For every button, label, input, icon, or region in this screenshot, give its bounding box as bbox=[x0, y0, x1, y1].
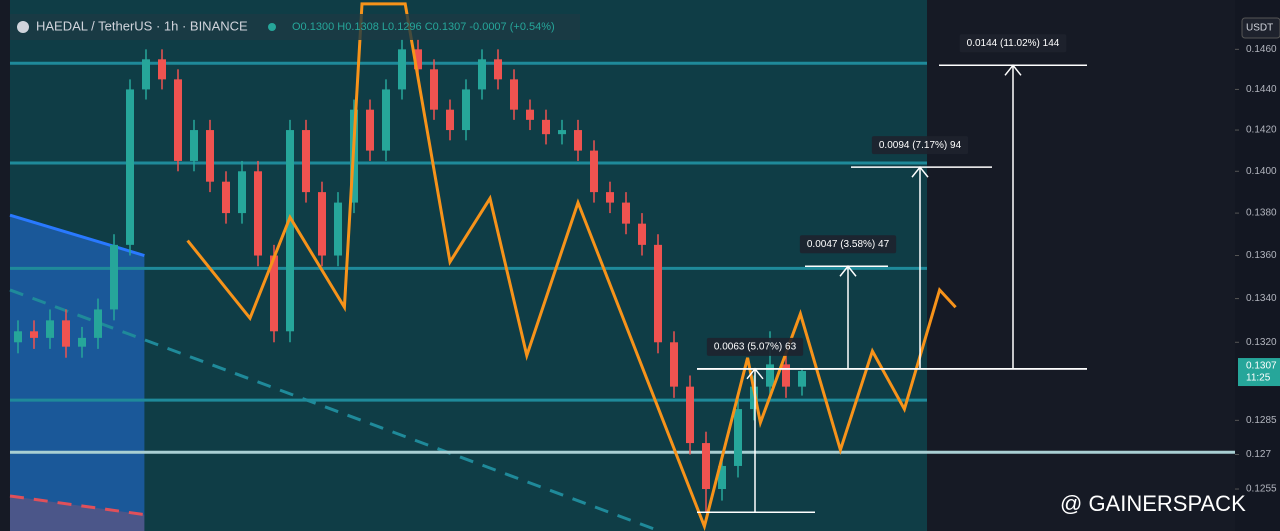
y-tick-label: 0.1360 bbox=[1246, 250, 1277, 261]
y-tick-label: 0.1255 bbox=[1246, 484, 1277, 495]
y-tick-label: 0.1440 bbox=[1246, 84, 1277, 95]
candle-body bbox=[446, 109, 454, 131]
candle-body bbox=[270, 255, 278, 332]
last-price-tag bbox=[1238, 358, 1280, 387]
measure-label: 0.0144 (11.02%) 144 bbox=[967, 38, 1060, 49]
candle-body bbox=[222, 181, 230, 214]
candle-body bbox=[686, 386, 694, 444]
candle-body bbox=[62, 320, 70, 347]
legend-bg bbox=[10, 14, 580, 40]
measure-label-bg bbox=[706, 337, 804, 356]
candle-body bbox=[638, 223, 646, 245]
zone bbox=[10, 0, 927, 531]
measure-label-bg bbox=[959, 34, 1067, 53]
candle-body bbox=[158, 59, 166, 80]
candle-body bbox=[398, 49, 406, 90]
plot: 0.0063 (5.07%) 63 0.0047 (3.58%) 47 0.0094… bbox=[9, 2, 1235, 531]
y-tick-label: 0.1285 bbox=[1246, 415, 1277, 426]
measure-label: 0.0063 (5.07%) 63 bbox=[714, 341, 797, 352]
y-tick-label: 0.1380 bbox=[1246, 208, 1277, 219]
candle-body bbox=[142, 59, 150, 90]
candle-body bbox=[30, 331, 38, 338]
candle-body bbox=[302, 130, 310, 193]
candle-body bbox=[382, 89, 390, 151]
candle-body bbox=[430, 69, 438, 110]
trendline bbox=[9, 213, 145, 257]
candle-body bbox=[110, 244, 118, 310]
measure-label: 0.0094 (7.17%) 94 bbox=[879, 140, 962, 151]
trend-zone bbox=[10, 495, 145, 531]
projection-line bbox=[186, 2, 957, 531]
candle-body bbox=[558, 130, 566, 135]
y-tick-label: 0.1400 bbox=[1246, 166, 1277, 177]
y-tick-label: 0.1460 bbox=[1246, 44, 1277, 55]
candle-body bbox=[94, 309, 102, 338]
candle-body bbox=[174, 79, 182, 161]
candle-body bbox=[606, 192, 614, 203]
candle-body bbox=[462, 89, 470, 131]
symbol: HAEDAL / TetherUS · 1h · BINANCE bbox=[36, 18, 248, 33]
trend-zone bbox=[10, 215, 145, 531]
candle-body bbox=[46, 320, 54, 338]
candle-body bbox=[654, 244, 662, 343]
y-tick-label: 0.127 bbox=[1246, 449, 1271, 460]
candle-body bbox=[782, 364, 790, 387]
candle-body bbox=[766, 364, 774, 387]
candle-body bbox=[798, 371, 806, 387]
y-tick-label: 0.1420 bbox=[1246, 125, 1277, 136]
candle-body bbox=[478, 59, 486, 90]
candle-body bbox=[670, 342, 678, 387]
measure-label: 0.0047 (3.58%) 47 bbox=[807, 239, 890, 250]
candle-body bbox=[734, 409, 742, 466]
trendline bbox=[9, 288, 661, 531]
candle-body bbox=[702, 443, 710, 490]
symbol-icon bbox=[17, 21, 29, 33]
candle-body bbox=[334, 202, 342, 256]
candle-body bbox=[318, 192, 326, 256]
ohlc: O0.1300 H0.1308 L0.1296 C0.1307 -0.0007 … bbox=[292, 21, 555, 33]
measure-label-bg bbox=[799, 235, 897, 254]
candle-body bbox=[126, 89, 134, 245]
watermark: @ GAINERSPACK bbox=[1060, 491, 1246, 516]
last-price: 0.1307 bbox=[1246, 361, 1277, 372]
candle-body bbox=[254, 171, 262, 256]
candle-body bbox=[366, 109, 374, 151]
candle-body bbox=[526, 109, 534, 120]
candle-body bbox=[238, 171, 246, 214]
candle-body bbox=[718, 465, 726, 490]
currency: USDT bbox=[1246, 23, 1273, 34]
candle-body bbox=[622, 202, 630, 224]
candle-body bbox=[414, 49, 422, 70]
candle-body bbox=[510, 79, 518, 110]
status-dot bbox=[268, 23, 276, 31]
candle-body bbox=[590, 150, 598, 193]
price-axis bbox=[1235, 0, 1280, 531]
currency-box[interactable] bbox=[1241, 17, 1280, 39]
candle-body bbox=[542, 119, 550, 135]
measure-label-bg bbox=[871, 136, 969, 155]
candle-body bbox=[14, 331, 22, 343]
y-tick-label: 0.1320 bbox=[1246, 337, 1277, 348]
candle-body bbox=[78, 337, 86, 347]
candle-body bbox=[286, 130, 294, 332]
y-tick-label: 0.1340 bbox=[1246, 293, 1277, 304]
candle-body bbox=[574, 130, 582, 151]
candle-body bbox=[190, 130, 198, 161]
arrowhead bbox=[839, 265, 857, 277]
candle-body bbox=[494, 59, 502, 80]
axis: 0.1460 0.1440 0.1420 0.1400 0.1380 0.1360 0.13… bbox=[1235, 44, 1280, 495]
candle-body bbox=[206, 130, 214, 182]
arrowhead bbox=[911, 165, 929, 178]
arrowhead bbox=[1004, 64, 1022, 76]
time-left: 11:25 bbox=[1246, 373, 1271, 384]
